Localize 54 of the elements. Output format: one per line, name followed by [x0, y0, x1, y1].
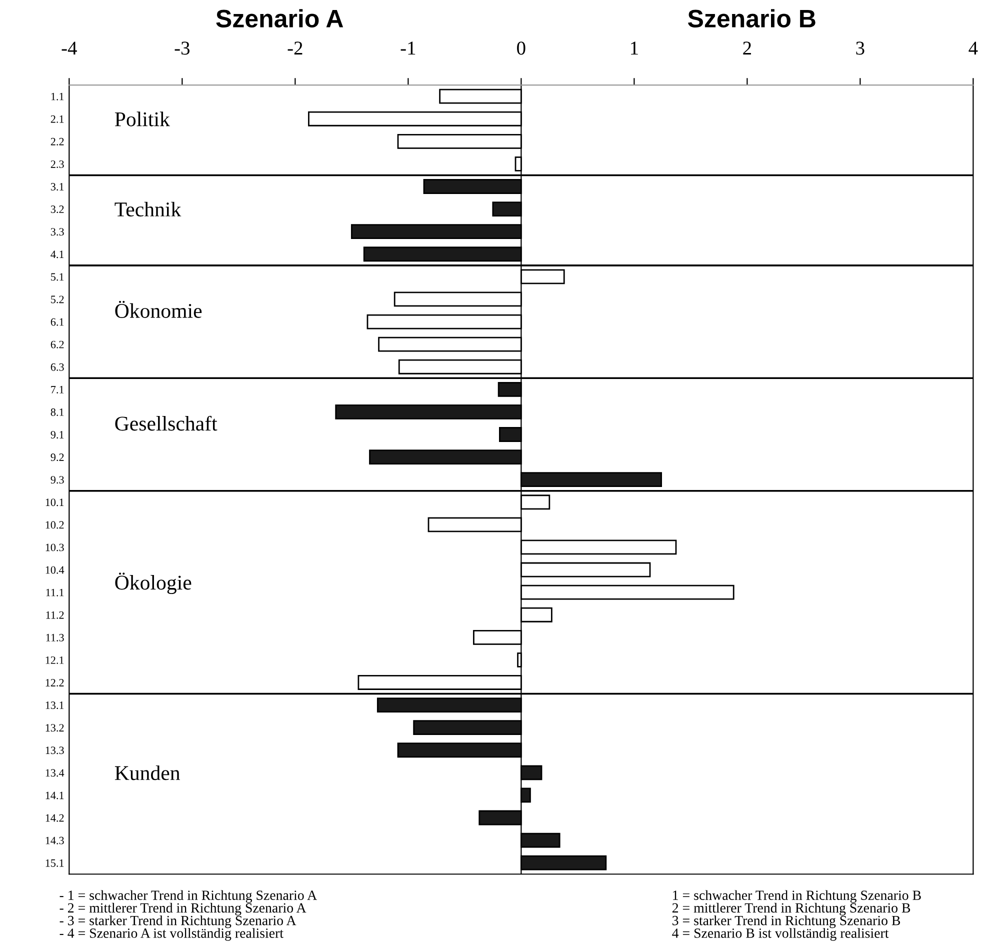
- text: 1 = schwacher Trend in Richtung Szenario B 2 = mittlerer Trend in Richtung Szenario B 3 = starker Trend in Richtung Szenario B 4 = Szenario B ist vollständig realisiert: [672, 890, 921, 941]
- y-tick-label: 9.1: [50, 430, 64, 439]
- y-tick-label: 8.1: [50, 408, 64, 416]
- x-tick-label: 2: [743, 42, 751, 55]
- annotation: Politik: [114, 112, 170, 126]
- y-tick-label: 6.2: [50, 340, 64, 348]
- y-tick-label: 1.1: [51, 92, 64, 100]
- y-tick-label: 3.2: [50, 206, 64, 214]
- y-tick-label: 14.2: [46, 814, 64, 822]
- y-tick-label: 2.1: [50, 115, 64, 123]
- text: - 1 = schwacher Trend in Richtung Szenario A - 2 = mittlerer Trend in Richtung Szenario A - 3 = starker Trend in Richtung Szenario A - 4 = Szenario A ist vollständig realisiert: [60, 890, 317, 941]
- x-tick-label: -2: [288, 42, 302, 55]
- y-tick-label: 15.1: [46, 859, 64, 867]
- y-tick-label: 13.1: [46, 702, 64, 710]
- y-tick-label: 5.1: [51, 273, 64, 281]
- x-tick-label: 3: [856, 42, 864, 55]
- y-tick-label: 12.2: [46, 678, 64, 687]
- y-tick-label: 13.4: [46, 769, 64, 777]
- y-tick-label: 11.1: [46, 588, 64, 596]
- y-tick-label: 5.2: [51, 296, 64, 304]
- x-tick-label: 4: [968, 42, 978, 55]
- y-tick-label: 10.2: [46, 521, 64, 529]
- y-tick-label: 9.2: [50, 454, 64, 462]
- y-tick-label: 4.1: [50, 250, 64, 258]
- y-tick-label: 12.1: [46, 656, 64, 664]
- y-tick-label: 3.3: [50, 228, 64, 236]
- x-tick-label: 1: [631, 42, 638, 55]
- annotation: Ökonomie: [115, 300, 202, 318]
- y-tick-label: 9.3: [50, 476, 64, 484]
- annotation: Gesellschaft: [115, 416, 218, 431]
- chart-subtitle: Szenario B: [688, 9, 816, 28]
- y-tick-label: 11.3: [46, 634, 64, 642]
- x-tick-label: 0: [517, 42, 526, 55]
- y-tick-label: 13.3: [46, 746, 64, 754]
- y-tick-label: 10.1: [46, 498, 64, 506]
- y-tick-label: 3.1: [50, 183, 64, 191]
- y-tick-label: 13.2: [46, 724, 64, 732]
- chart-title: Szenario A: [216, 9, 344, 28]
- y-tick-label: 14.1: [46, 792, 64, 800]
- y-tick-label: 7.1: [51, 386, 64, 394]
- x-tick-label: -1: [400, 42, 416, 55]
- y-tick-label: 2.3: [50, 160, 64, 168]
- annotation: Kunden: [114, 765, 180, 780]
- y-tick-label: 6.3: [50, 363, 64, 371]
- x-tick-label: -3: [174, 42, 190, 55]
- y-tick-label: 6.1: [50, 318, 64, 326]
- y-tick-label: 10.4: [46, 566, 64, 574]
- y-tick-label: 14.3: [46, 836, 64, 844]
- y-tick-label: 11.2: [46, 611, 64, 619]
- y-tick-label: 2.2: [50, 138, 64, 146]
- annotation: Technik: [114, 202, 182, 217]
- x-tick-label: -4: [62, 42, 77, 55]
- y-tick-label: 10.3: [46, 544, 64, 552]
- annotation: Ökologie: [115, 572, 192, 594]
